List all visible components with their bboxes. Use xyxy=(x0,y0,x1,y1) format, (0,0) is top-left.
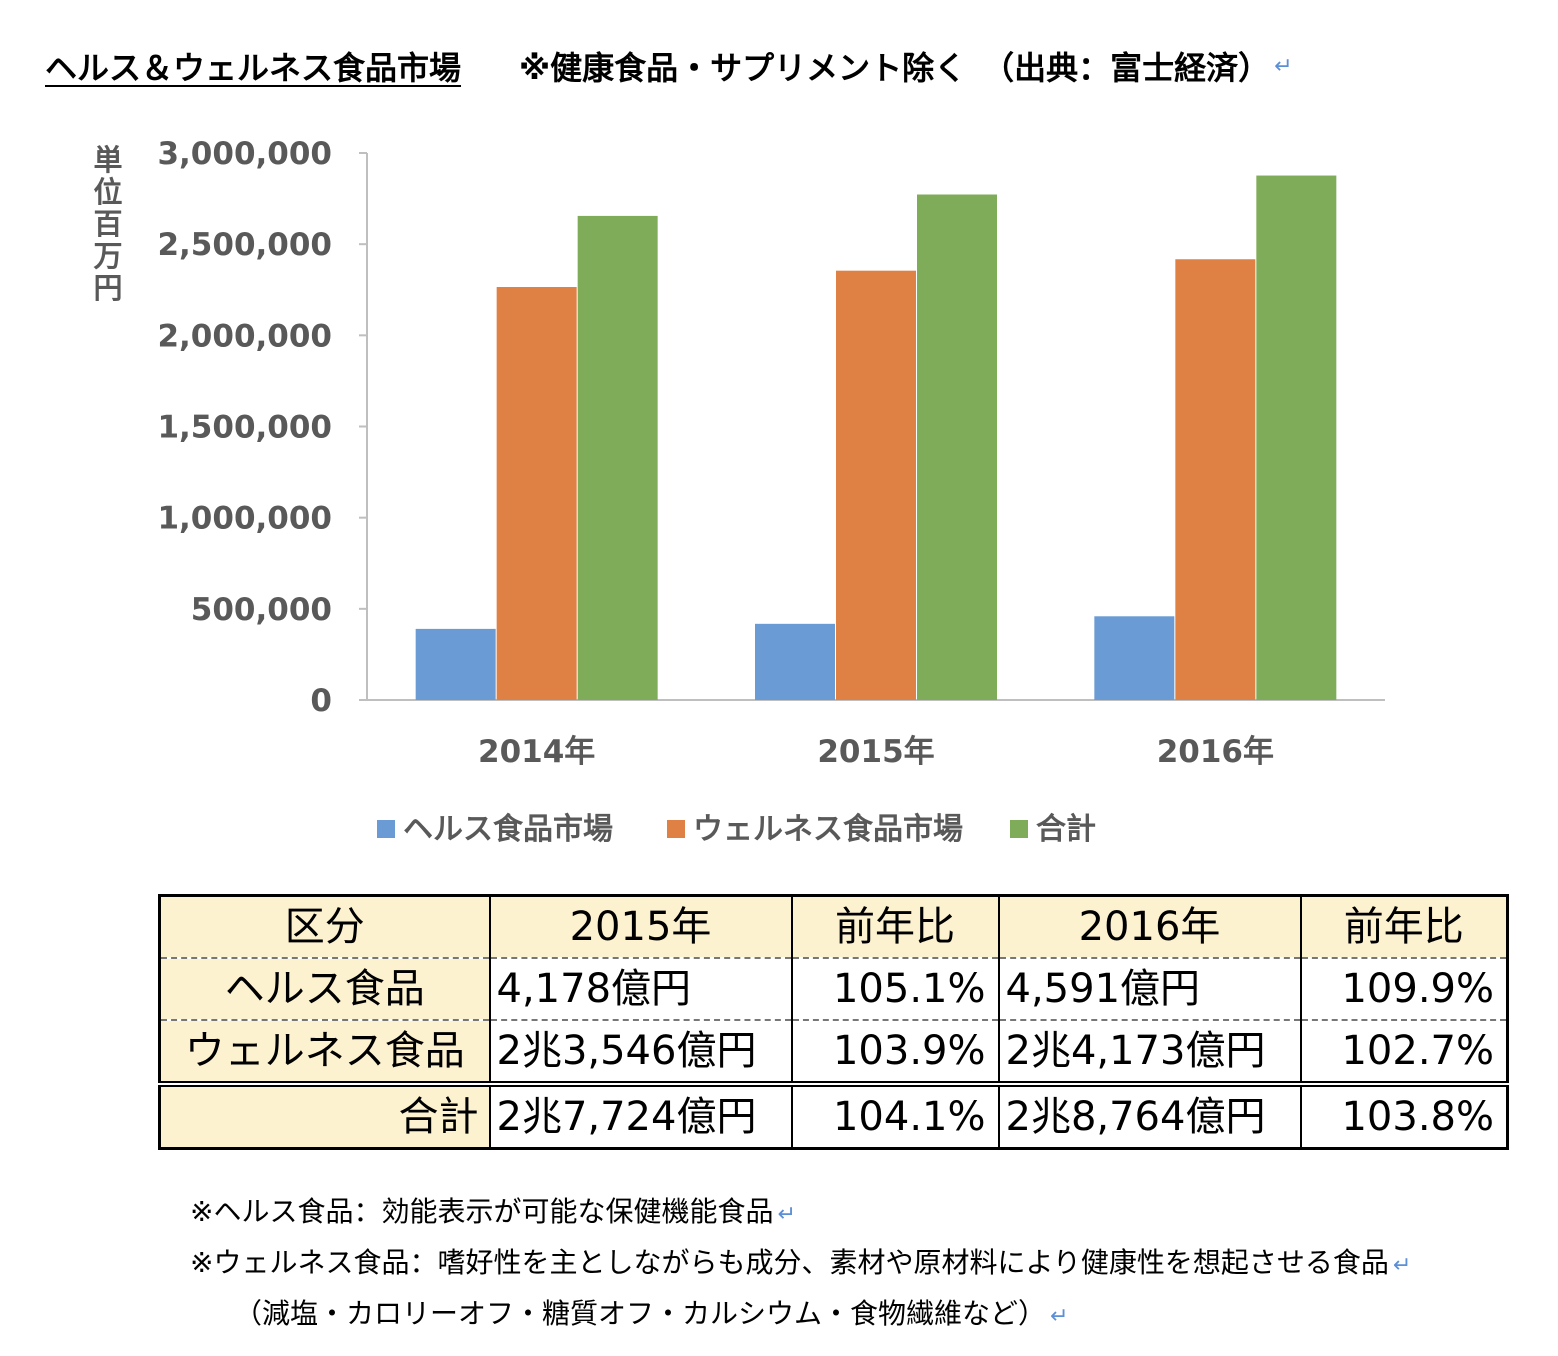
footnote: ※ヘルス食品：効能表示が可能な保健機能食品 ↵ xyxy=(190,1195,796,1228)
page-header: ヘルス＆ウェルネス食品市場 ※健康食品・サプリメント除く （出典：富士経済） ↵ xyxy=(45,40,1293,92)
yoy-2016: 102.7% xyxy=(1299,1019,1509,1085)
yoy-2016: 109.9% xyxy=(1299,957,1509,1021)
footnote: ※ウェルネス食品：嗜好性を主としながらも成分、素材や原材料により健康性を想起させ… xyxy=(190,1246,1412,1279)
y-tick-label: 1,500,000 xyxy=(157,410,332,446)
y-tick-label: 2,500,000 xyxy=(157,227,332,263)
y-tick-label: 1,000,000 xyxy=(157,501,332,537)
yoy-2015: 103.9% xyxy=(790,1019,1000,1085)
page-title: ヘルス＆ウェルネス食品市場 xyxy=(45,49,462,87)
header-2015: 2015年 xyxy=(488,894,793,959)
table-row: ヘルス食品 4,178億円 105.1% 4,591億円 109.9% xyxy=(158,957,1509,1021)
legend-label: ウェルネス食品市場 xyxy=(693,812,963,847)
y-tick-label: 0 xyxy=(310,683,332,719)
header-2016: 2016年 xyxy=(997,894,1302,959)
row-label: 合計 xyxy=(158,1081,491,1150)
yoy-2016: 103.8% xyxy=(1299,1081,1509,1150)
legend-swatch xyxy=(1010,820,1028,838)
legend-swatch xyxy=(667,820,685,838)
y-axis-label-char: 位 xyxy=(93,175,122,209)
y-tick-label: 2,000,000 xyxy=(157,318,332,354)
x-tick-label: 2015年 xyxy=(817,734,934,770)
table-row: ウェルネス食品 2兆3,546億円 103.9% 2兆4,173億円 102.7… xyxy=(158,1019,1509,1085)
y-axis-label-char: 円 xyxy=(93,271,122,305)
yoy-2015: 105.1% xyxy=(790,957,1000,1021)
y-tick-label: 3,000,000 xyxy=(157,136,332,172)
bar xyxy=(755,623,835,700)
value-2015: 4,178億円 xyxy=(488,957,793,1021)
bar xyxy=(836,270,916,700)
footnotes: ※ヘルス食品：効能表示が可能な保健機能食品 ↵ ※ウェルネス食品：嗜好性を主としな… xyxy=(190,1188,1411,1341)
y-tick-label: 500,000 xyxy=(191,592,332,628)
source-note: ※健康食品・サプリメント除く （出典：富士経済） xyxy=(519,49,1271,87)
bar xyxy=(415,628,496,700)
market-table: 区分 2015年 前年比 2016年 前年比 ヘルス食品 4,178億円 105… xyxy=(158,894,1509,1150)
return-mark-icon: ↵ xyxy=(1392,1253,1412,1278)
value-2015: 2兆3,546億円 xyxy=(488,1019,793,1085)
value-2016: 2兆4,173億円 xyxy=(997,1019,1302,1085)
header-yoy-2016: 前年比 xyxy=(1299,894,1509,959)
value-2016: 4,591億円 xyxy=(997,957,1302,1021)
legend-label: ヘルス食品市場 xyxy=(403,812,613,847)
value-2015: 2兆7,724億円 xyxy=(488,1081,793,1150)
legend-swatch xyxy=(377,820,395,838)
row-label: ヘルス食品 xyxy=(158,957,491,1021)
table-header-row: 区分 2015年 前年比 2016年 前年比 xyxy=(158,894,1509,959)
row-label: ウェルネス食品 xyxy=(158,1019,491,1085)
bar xyxy=(1256,175,1337,701)
y-axis-label-char: 百 xyxy=(93,207,122,241)
header-category: 区分 xyxy=(158,894,491,959)
header-yoy-2015: 前年比 xyxy=(790,894,1000,959)
bar xyxy=(577,215,658,700)
y-axis-label-char: 単 xyxy=(93,143,122,177)
bar xyxy=(917,194,997,700)
x-tick-label: 2014年 xyxy=(478,734,595,770)
bar xyxy=(1094,616,1175,700)
bar xyxy=(496,287,577,700)
value-2016: 2兆8,764億円 xyxy=(997,1081,1302,1150)
bar xyxy=(1175,259,1256,700)
yoy-2015: 104.1% xyxy=(790,1081,1000,1150)
return-mark-icon: ↵ xyxy=(1274,53,1293,79)
return-mark-icon: ↵ xyxy=(777,1202,796,1227)
bar-chart: 0 500,000 1,000,000 1,500,000 2,000,000 2,500… xyxy=(93,136,1385,847)
legend-label: 合計 xyxy=(1036,812,1096,847)
return-mark-icon: ↵ xyxy=(1050,1304,1069,1329)
x-tick-label: 2016年 xyxy=(1157,734,1274,770)
footnote: （減塩・カロリーオフ・糖質オフ・カルシウム・食物繊維など） ↵ xyxy=(234,1297,1069,1330)
y-axis-label-char: 万 xyxy=(93,239,122,273)
table-total-row: 合計 2兆7,724億円 104.1% 2兆8,764億円 103.8% xyxy=(158,1081,1509,1150)
